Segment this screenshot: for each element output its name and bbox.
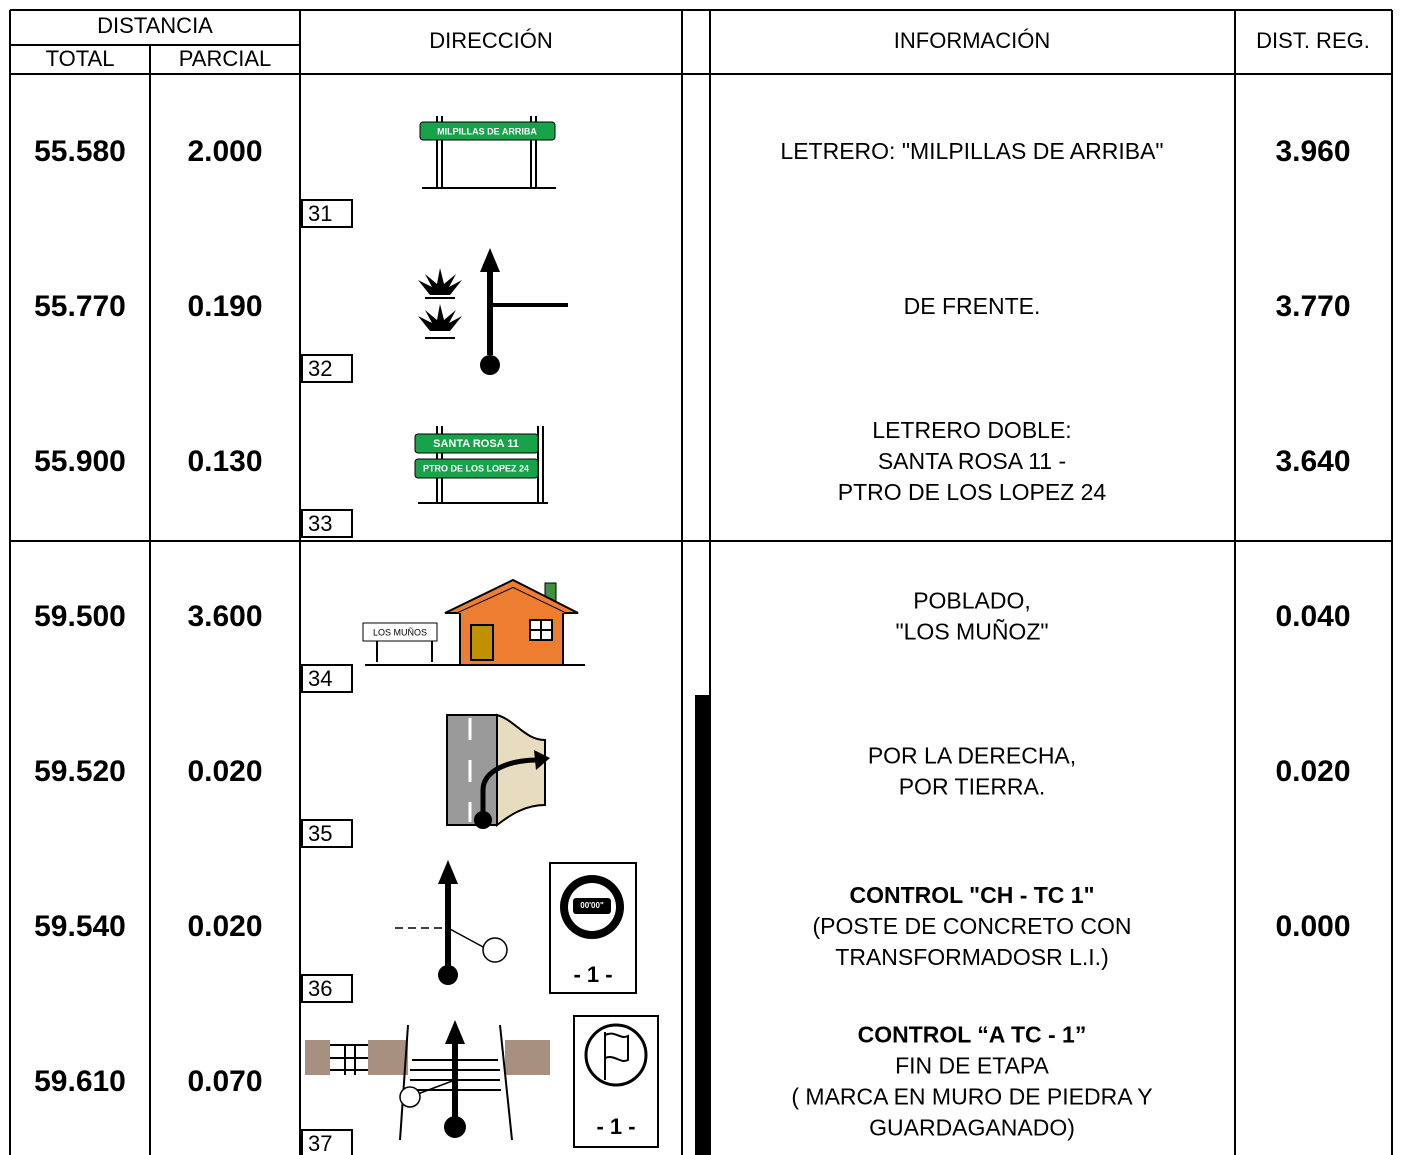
double-sign-icon: SANTA ROSA 11 PTRO DE LOS LOPEZ 24 [414, 426, 548, 504]
info-line: "LOS MUÑOZ" [895, 619, 1048, 645]
header-direccion: DIRECCIÓN [429, 28, 552, 53]
finish-icon: - 1 - [305, 1015, 659, 1148]
step-box [301, 354, 353, 383]
step-number: 33 [308, 511, 332, 536]
info-line: TRANSFORMADOSR L.I.) [835, 944, 1108, 970]
step-box [301, 819, 353, 848]
header-dist-reg: DIST. REG. [1256, 28, 1370, 53]
step-number: 35 [308, 821, 332, 846]
clock-text: 00'00" [580, 901, 604, 910]
control-icon: 00'00" - 1 - [395, 860, 637, 994]
info-line: (POSTE DE CONCRETO CON [812, 913, 1131, 939]
info-line: GUARDAGANADO) [869, 1115, 1075, 1141]
total: 55.900 [34, 445, 126, 478]
dist-reg: 3.770 [1275, 290, 1350, 323]
header-parcial: PARCIAL [179, 46, 272, 71]
info-title: CONTROL "CH - TC 1" [850, 882, 1095, 908]
info-line: PTRO DE LOS LOPEZ 24 [838, 479, 1107, 505]
step-number: 37 [308, 1131, 332, 1155]
step-box [301, 664, 353, 693]
dist-reg: 0.040 [1275, 600, 1350, 633]
parcial: 3.600 [187, 600, 262, 633]
info-line: ( MARCA EN MURO DE PIEDRA Y [791, 1084, 1152, 1110]
dist-reg: 0.000 [1275, 910, 1350, 943]
rows: 55.580 2.000 3.960 31 LETRERO: "MILPILLAS DE… [34, 135, 1351, 1155]
parcial: 0.070 [187, 1065, 262, 1098]
dist-reg: 0.020 [1275, 755, 1350, 788]
total: 59.520 [34, 755, 126, 788]
total: 59.540 [34, 910, 126, 943]
header-total: TOTAL [46, 46, 115, 71]
table-grid [9, 9, 1393, 1155]
info-line: POR TIERRA. [899, 774, 1046, 800]
info-line: FIN DE ETAPA [895, 1053, 1049, 1079]
sign-text: LOS MUÑOS [373, 627, 427, 637]
parcial: 0.020 [187, 910, 262, 943]
parcial: 2.000 [187, 135, 262, 168]
info-line: POR LA DERECHA, [868, 743, 1076, 769]
step-number: 34 [308, 666, 332, 691]
dist-reg: 3.640 [1275, 445, 1350, 478]
info-line: DE FRENTE. [904, 293, 1041, 319]
dist-reg: 3.960 [1275, 135, 1350, 168]
header-distancia: DISTANCIA [97, 13, 213, 38]
info-line: POBLADO, [913, 588, 1031, 614]
total: 59.500 [34, 600, 126, 633]
straight-icon [418, 248, 568, 375]
parcial: 0.190 [187, 290, 262, 323]
village-icon: LOS MUÑOS [362, 578, 585, 666]
right-turn-icon [446, 713, 550, 829]
step-number: 31 [308, 201, 332, 226]
header-informacion: INFORMACIÓN [894, 28, 1050, 53]
parcial: 0.130 [187, 445, 262, 478]
info-line: LETRERO DOBLE: [872, 417, 1071, 443]
step-box [301, 509, 353, 538]
info-line: SANTA ROSA 11 - [878, 448, 1066, 474]
step-box [301, 974, 353, 1003]
step-box [301, 1129, 353, 1155]
step-box [301, 199, 353, 228]
info-title: CONTROL “A TC - 1” [858, 1022, 1087, 1048]
stamp: - 1 - [573, 962, 612, 987]
sign-icon: MILPILLAS DE ARRIBA [419, 116, 556, 189]
total: 59.610 [34, 1065, 126, 1098]
sign-text: SANTA ROSA 11 [433, 438, 519, 450]
total: 55.770 [34, 290, 126, 323]
sign-text: PTRO DE LOS LOPEZ 24 [423, 463, 529, 473]
stamp: - 1 - [596, 1114, 635, 1139]
step-number: 32 [308, 356, 332, 381]
parcial: 0.020 [187, 755, 262, 788]
step-number: 36 [308, 976, 332, 1001]
info-line: LETRERO: "MILPILLAS DE ARRIBA" [780, 138, 1163, 164]
total: 55.580 [34, 135, 126, 168]
sign-text: MILPILLAS DE ARRIBA [437, 126, 537, 136]
